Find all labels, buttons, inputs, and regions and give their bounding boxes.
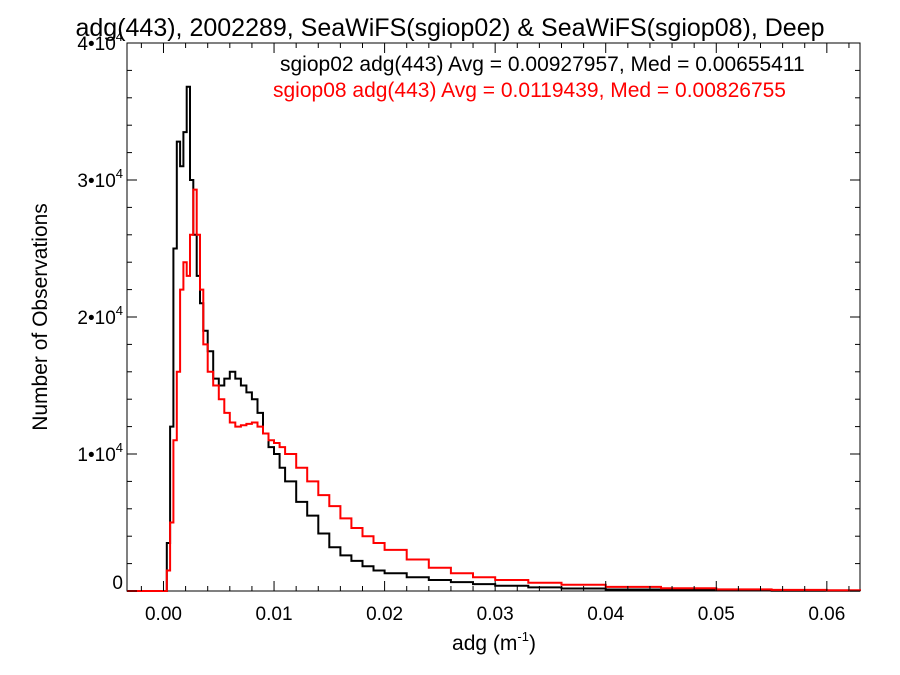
y-tick-label: 4•104 — [77, 29, 123, 55]
x-tick-label: 0.00 — [145, 604, 182, 625]
x-axis: 0.00 0.01 0.02 0.03 0.04 0.05 0.06 — [140, 43, 850, 625]
plot-frame — [126, 42, 861, 592]
legend-entry-sgiop02: sgiop02 adg(443) Avg = 0.00927957, Med =… — [280, 53, 805, 76]
y-tick-mantissa: 4•10 — [77, 34, 115, 55]
x-axis-label-text: adg (m — [452, 632, 517, 655]
series-layer — [127, 85, 861, 592]
x-axis-label: adg (m-1) — [452, 629, 536, 655]
x-tick-label: 0.06 — [808, 604, 845, 625]
legend: sgiop02 adg(443) Avg = 0.00927957, Med =… — [273, 53, 805, 102]
x-tick-label: 0.02 — [366, 604, 403, 625]
x-tick-label: 0.05 — [698, 604, 735, 625]
y-tick-mantissa: 1•10 — [77, 445, 115, 466]
x-tick-label: 0.03 — [477, 604, 514, 625]
y-tick-label: 0 — [112, 573, 123, 594]
series-line-sgiop02 — [127, 85, 861, 592]
y-tick-exponent: 4 — [116, 166, 123, 181]
y-tick-exponent: 4 — [116, 29, 123, 44]
y-tick-mantissa: 2•10 — [77, 308, 115, 329]
plot-area: 0.00 0.01 0.02 0.03 0.04 0.05 0.06 01•1042•104… — [77, 29, 861, 625]
y-axis-label: Number of Observations — [29, 203, 52, 431]
x-axis-label-superscript: -1 — [517, 629, 529, 644]
y-tick-exponent: 4 — [116, 303, 123, 318]
y-tick-label: 2•104 — [77, 303, 123, 329]
x-tick-label: 0.01 — [256, 604, 293, 625]
y-tick-label: 3•104 — [77, 166, 123, 192]
chart-title: adg(443), 2002289, SeaWiFS(sgiop02) & Se… — [75, 14, 824, 42]
y-tick-label: 1•104 — [77, 440, 123, 466]
y-tick-mantissa: 0 — [112, 573, 123, 594]
x-tick-label: 0.04 — [587, 604, 624, 625]
y-tick-mantissa: 3•10 — [77, 171, 115, 192]
legend-entry-sgiop08: sgiop08 adg(443) Avg = 0.0119439, Med = … — [273, 79, 786, 102]
x-axis-label-suffix: ) — [529, 632, 536, 655]
series-line-sgiop08 — [127, 188, 861, 592]
y-tick-exponent: 4 — [116, 440, 123, 455]
